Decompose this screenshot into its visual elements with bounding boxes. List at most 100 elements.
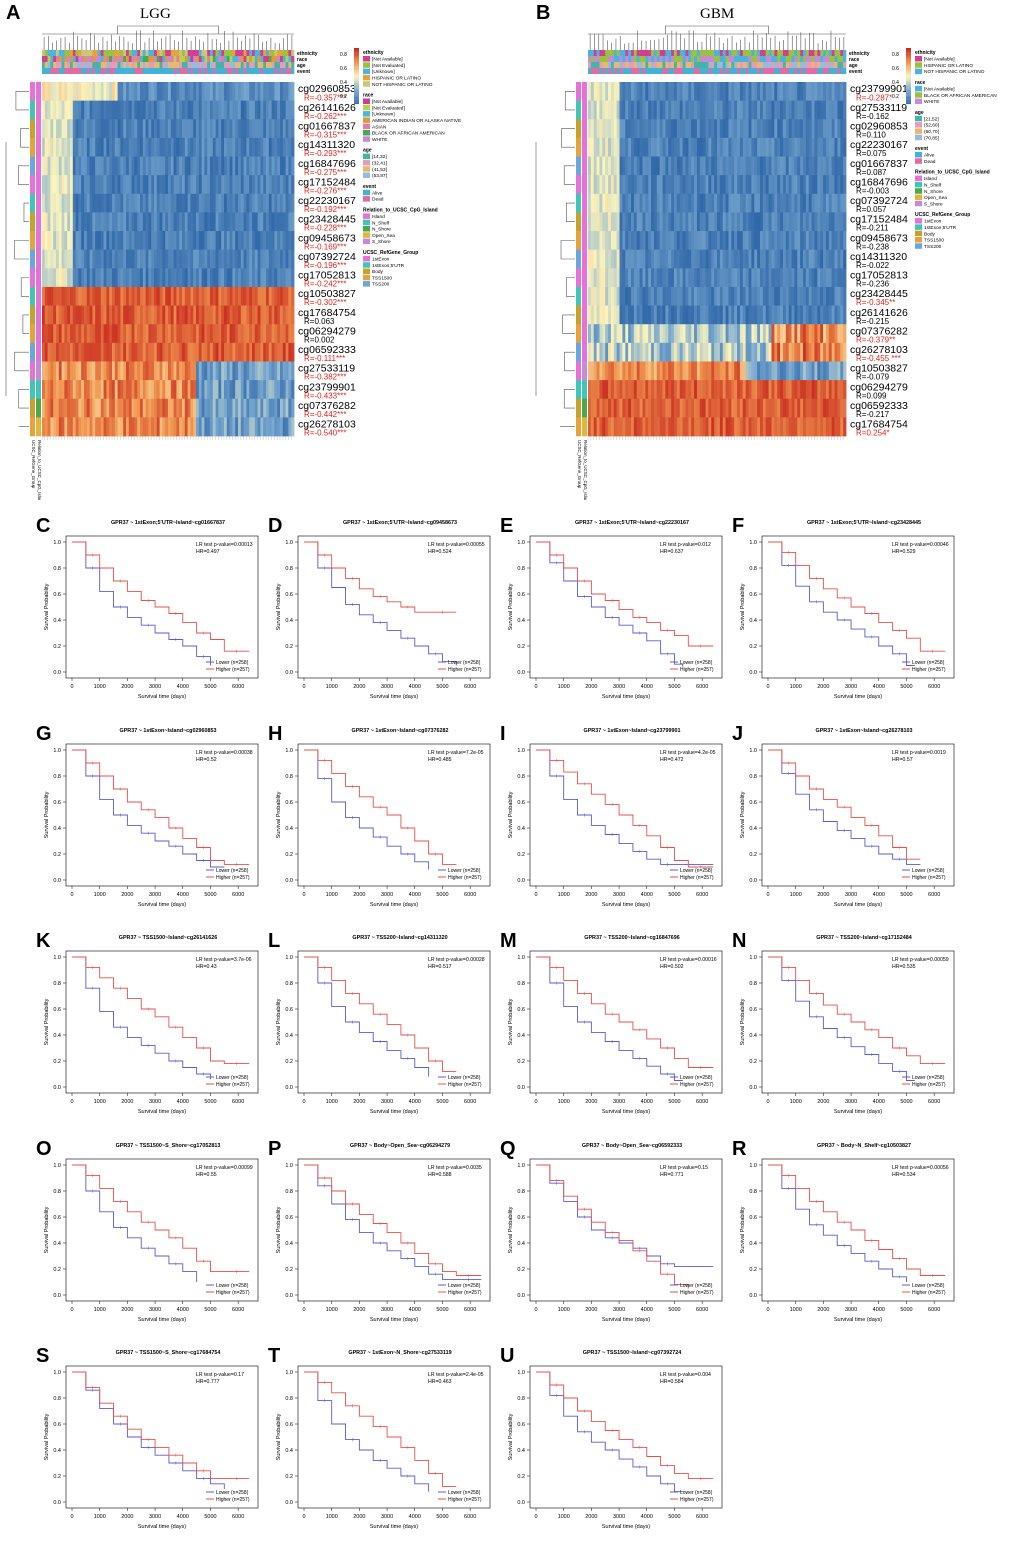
legend-swatch bbox=[363, 196, 370, 202]
x-tick-label: 5000 bbox=[204, 1514, 216, 1520]
y-axis-label: Survival Probability bbox=[508, 1206, 514, 1253]
legend-item-label: TSS200 bbox=[924, 244, 942, 250]
legend-item-label: TSS200 bbox=[372, 282, 390, 288]
legend-group-title: UCSC_RefGene_Group bbox=[915, 212, 970, 218]
panel-letter-u: U bbox=[500, 1345, 514, 1367]
km-curve-higher bbox=[768, 542, 945, 651]
km-curve-lower bbox=[768, 1165, 906, 1282]
x-tick-label: 5000 bbox=[668, 1307, 680, 1313]
y-tick-label: 0.0 bbox=[285, 670, 293, 676]
x-tick-label: 3000 bbox=[381, 1514, 393, 1520]
x-tick-label: 2000 bbox=[121, 892, 133, 898]
x-tick-label: 3000 bbox=[845, 1307, 857, 1313]
x-axis-label: Survival time (days) bbox=[834, 1109, 882, 1115]
legend-item-label: (32,41] bbox=[372, 161, 387, 167]
legend-item-label: WHITE bbox=[372, 137, 387, 143]
km-pvalue: LR test p-value=0.00016 bbox=[660, 957, 717, 963]
km-title: GPR37 ~ 1stExon;5'UTR~Island~cg22230167 bbox=[575, 520, 689, 526]
legend-swatch bbox=[363, 166, 370, 172]
y-tick-label: 0.0 bbox=[53, 670, 61, 676]
y-tick-label: 0.2 bbox=[53, 1474, 61, 1480]
km-pvalue: LR test p-value=0.00059 bbox=[892, 957, 949, 963]
y-tick-label: 0.4 bbox=[749, 618, 757, 624]
heatmap-title-lgg: LGG bbox=[140, 6, 171, 23]
legend-higher-label: Higher (n=257) bbox=[912, 1082, 946, 1088]
legend-swatch bbox=[915, 182, 922, 188]
heatmap-cells bbox=[588, 82, 846, 436]
plot-frame bbox=[66, 951, 258, 1093]
panel-letter-g: G bbox=[36, 723, 52, 745]
legend-lower-label: Lower (n=258) bbox=[680, 1490, 713, 1496]
y-tick-label: 0.6 bbox=[285, 1422, 293, 1428]
legend-lower-label: Lower (n=258) bbox=[448, 868, 481, 874]
x-axis-label: Survival time (days) bbox=[602, 1317, 650, 1323]
y-axis-label: Survival Probability bbox=[276, 1206, 282, 1253]
x-tick-label: 4000 bbox=[409, 1099, 421, 1105]
x-tick-label: 2000 bbox=[121, 1307, 133, 1313]
y-tick-label: 0.0 bbox=[285, 1085, 293, 1091]
x-tick-label: 0 bbox=[302, 1514, 305, 1520]
y-tick-label: 0.2 bbox=[285, 1267, 293, 1273]
color-scale-step bbox=[906, 72, 911, 74]
panel-letter-j: J bbox=[732, 723, 743, 745]
km-curve-lower bbox=[72, 957, 210, 1079]
y-tick-label: 1.0 bbox=[517, 540, 525, 546]
plot-frame bbox=[530, 536, 722, 678]
y-tick-label: 0.8 bbox=[517, 566, 525, 572]
legend-higher-label: Higher (n=257) bbox=[680, 1290, 714, 1296]
heatmap-title-gbm: GBM bbox=[700, 6, 734, 23]
km-hazard-ratio: HR=0.55 bbox=[196, 1172, 217, 1178]
y-tick-label: 0.8 bbox=[285, 1396, 293, 1402]
km-title: GPR37 ~ TSS200~Island~cg16847696 bbox=[584, 935, 679, 941]
y-tick-label: 0.8 bbox=[285, 981, 293, 987]
legend-item-label: Island bbox=[372, 214, 385, 220]
y-tick-label: 0.8 bbox=[53, 981, 61, 987]
color-scale-step bbox=[354, 79, 359, 81]
y-tick-label: 0.2 bbox=[517, 1474, 525, 1480]
x-tick-label: 6000 bbox=[232, 1514, 244, 1520]
x-tick-label: 3000 bbox=[613, 1099, 625, 1105]
y-tick-label: 0.0 bbox=[749, 670, 757, 676]
km-hazard-ratio: HR=0.777 bbox=[196, 1379, 220, 1385]
y-tick-label: 0.6 bbox=[749, 800, 757, 806]
y-tick-label: 0.0 bbox=[53, 878, 61, 884]
km-title: GPR37 ~ 1stExon;5'UTR~Island~cg23428445 bbox=[807, 520, 921, 526]
color-scale-step bbox=[906, 62, 911, 64]
y-tick-label: 0.4 bbox=[53, 826, 61, 832]
y-tick-label: 0.8 bbox=[53, 1189, 61, 1195]
legend-swatch bbox=[363, 111, 370, 117]
color-scale-step bbox=[354, 76, 359, 78]
y-axis-label: Survival Probability bbox=[740, 583, 746, 630]
color-scale-step bbox=[906, 59, 911, 61]
y-tick-label: 0.4 bbox=[517, 618, 525, 624]
km-hazard-ratio: HR=0.57 bbox=[892, 757, 913, 763]
x-tick-label: 4000 bbox=[409, 684, 421, 690]
x-tick-label: 4000 bbox=[641, 892, 653, 898]
y-tick-label: 1.0 bbox=[53, 748, 61, 754]
legend-item-label: (70,85] bbox=[924, 135, 939, 141]
km-pvalue: LR test p-value=0.00013 bbox=[196, 542, 253, 548]
km-title: GPR37 ~ 1stExon~N_Shore~cg27533119 bbox=[348, 1350, 451, 1356]
km-hazard-ratio: HR=0.485 bbox=[428, 757, 452, 763]
x-tick-label: 6000 bbox=[928, 684, 940, 690]
legend-item-label: NOT HISPANIC OR LATINO bbox=[372, 82, 433, 88]
legend-item-label: Body bbox=[924, 231, 936, 237]
legend-item-label: HISPANIC OR LATINO bbox=[372, 76, 421, 82]
legend-item-label: [Not Available] bbox=[924, 57, 955, 63]
legend-group-title: ethnicity bbox=[915, 50, 936, 56]
color-scale-step bbox=[354, 98, 359, 100]
color-scale-step bbox=[354, 101, 359, 103]
x-tick-label: 6000 bbox=[696, 684, 708, 690]
color-scale-step bbox=[354, 52, 359, 54]
legend-higher-label: Higher (n=257) bbox=[912, 875, 946, 881]
y-tick-label: 1.0 bbox=[517, 1370, 525, 1376]
plot-frame bbox=[762, 744, 954, 886]
x-tick-label: 1000 bbox=[94, 1307, 106, 1313]
y-tick-label: 0.2 bbox=[285, 852, 293, 858]
x-axis-label: Survival time (days) bbox=[370, 1524, 418, 1530]
legend-lower-label: Lower (n=258) bbox=[216, 1490, 249, 1496]
color-scale-step bbox=[906, 49, 911, 51]
